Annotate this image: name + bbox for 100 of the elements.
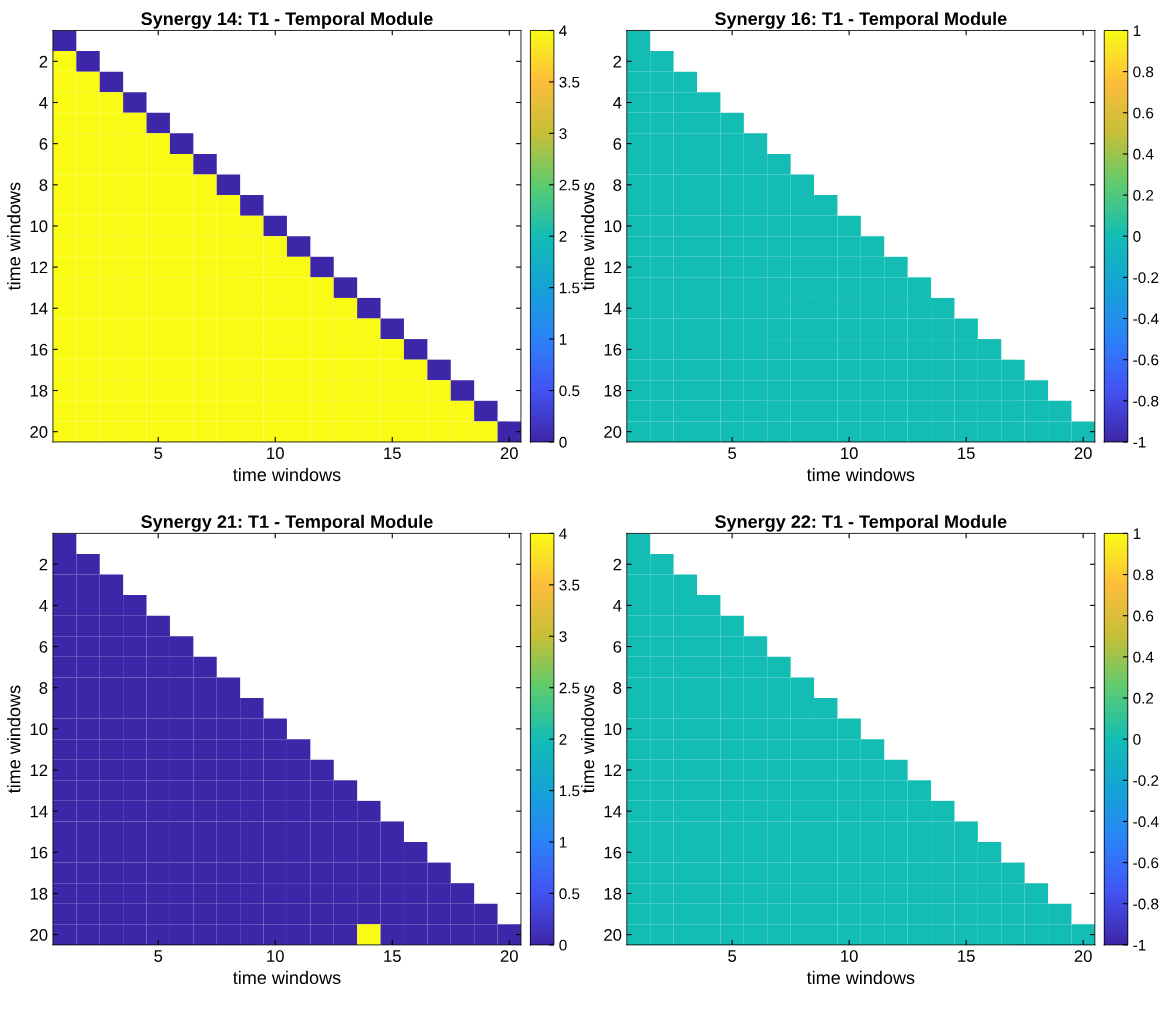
chart-title: Synergy 22: T1 - Temporal Module: [715, 514, 1007, 532]
color-bar-label: 0.4: [1133, 651, 1154, 663]
color-bar-label: 3.5: [559, 579, 580, 591]
color-bar-label: 0.8: [1133, 569, 1154, 581]
y-tick-label: 12: [30, 764, 48, 777]
color-bar-label: 0: [559, 436, 567, 448]
color-bar-label: 0.5: [559, 385, 580, 397]
color-bar-label: 1.5: [559, 282, 580, 294]
y-tick-label: 6: [39, 138, 48, 150]
y-tick-label: 10: [30, 220, 48, 233]
color-bar-label: 0: [1133, 231, 1141, 242]
x-tick-label: 10: [841, 447, 858, 460]
y-tick-label: 16: [30, 846, 48, 859]
color-bar-label: 0.6: [1133, 107, 1154, 119]
y-tick-label: 18: [30, 384, 48, 397]
y-tick-label: 8: [613, 682, 622, 694]
chart-title: Synergy 16: T1 - Temporal Module: [715, 11, 1007, 29]
y-axis-title: time windows: [581, 182, 595, 291]
color-bar-label: 3.5: [559, 76, 580, 88]
color-bar-label: 0: [1133, 734, 1141, 745]
y-tick-label: 12: [30, 261, 48, 274]
color-bar-label: -1: [1133, 939, 1146, 951]
x-axis-title: time windows: [806, 467, 915, 482]
y-tick-label: 4: [39, 97, 48, 109]
x-tick-label: 5: [154, 447, 163, 460]
y-tick-label: 20: [30, 928, 48, 941]
x-tick-label: 15: [958, 447, 975, 460]
y-tick-label: 10: [30, 723, 48, 736]
color-bar-label: 1: [559, 334, 567, 345]
y-tick-label: 18: [604, 887, 622, 900]
x-tick-label: 15: [384, 950, 401, 962]
y-tick-label: 18: [30, 887, 48, 900]
color-bar-label: -0.4: [1133, 313, 1159, 325]
y-tick-label: 4: [39, 599, 48, 612]
y-tick-label: 20: [604, 426, 622, 438]
y-axis-title: time windows: [7, 182, 21, 291]
color-bar-label: 2: [559, 231, 567, 242]
y-tick-label: 10: [604, 220, 622, 233]
y-axis-title: time windows: [7, 685, 21, 794]
color-bar-label: 2.5: [559, 179, 580, 191]
x-tick-label: 20: [500, 950, 518, 962]
y-tick-label: 16: [30, 343, 48, 356]
y-tick-label: 4: [613, 599, 622, 612]
color-bar-label: 0.2: [1133, 692, 1154, 704]
y-tick-label: 16: [604, 846, 622, 859]
x-tick-label: 20: [500, 447, 518, 460]
color-bar-label: 1: [1133, 25, 1141, 37]
color-bar-label: -1: [1133, 436, 1146, 448]
color-bar-label: 2.5: [559, 682, 580, 694]
y-tick-label: 2: [613, 558, 622, 571]
y-tick-label: 12: [604, 764, 622, 777]
y-tick-label: 20: [30, 426, 48, 438]
y-tick-label: 2: [39, 558, 48, 571]
color-bar-label: 4: [559, 528, 567, 539]
color-bar-label: 1: [1133, 528, 1141, 539]
color-bar-label: 0.2: [1133, 189, 1154, 201]
y-tick-label: 2: [39, 55, 48, 68]
color-bar-label: 1.5: [559, 785, 580, 797]
y-tick-label: 16: [604, 343, 622, 356]
y-tick-label: 14: [604, 302, 622, 315]
y-tick-label: 8: [39, 682, 48, 694]
y-tick-label: 10: [604, 723, 622, 736]
color-bar-label: 0.8: [1133, 66, 1154, 78]
y-tick-label: 18: [604, 384, 622, 397]
color-bar-label: -0.2: [1133, 775, 1159, 786]
y-tick-label: 20: [604, 928, 622, 941]
x-axis-title: time windows: [233, 467, 341, 482]
color-bar-label: 0: [559, 939, 567, 951]
x-tick-label: 10: [267, 950, 284, 962]
x-tick-label: 5: [728, 950, 737, 962]
y-tick-label: 12: [604, 261, 622, 274]
y-tick-label: 14: [604, 805, 622, 818]
color-bar-label: 1: [559, 837, 567, 848]
x-tick-label: 5: [728, 447, 737, 460]
y-tick-label: 14: [30, 805, 48, 818]
chart-title: Synergy 14: T1 - Temporal Module: [141, 11, 433, 29]
x-tick-label: 20: [1074, 950, 1092, 962]
color-bar-label: 0.4: [1133, 148, 1154, 160]
y-tick-label: 8: [39, 179, 48, 191]
color-bar-label: 4: [559, 25, 567, 37]
x-axis-title: time windows: [233, 970, 341, 985]
color-bar-label: -0.6: [1133, 857, 1159, 869]
x-axis-title: time windows: [806, 970, 915, 985]
color-bar-label: -0.2: [1133, 272, 1159, 284]
x-tick-label: 20: [1074, 447, 1092, 460]
color-bar-label: 0.6: [1133, 610, 1154, 622]
color-bar-label: -0.4: [1133, 816, 1159, 828]
color-bar-label: 3: [559, 631, 567, 642]
y-tick-label: 14: [30, 302, 48, 315]
color-bar-label: 3: [559, 128, 567, 140]
color-bar-label: 0.5: [559, 888, 580, 900]
x-tick-label: 10: [267, 447, 284, 460]
color-bar-label: 2: [559, 734, 567, 745]
x-tick-label: 15: [958, 950, 975, 962]
chart-title: Synergy 21: T1 - Temporal Module: [141, 514, 433, 532]
y-axis-title: time windows: [581, 685, 595, 794]
color-bar-label: -0.6: [1133, 354, 1159, 366]
y-tick-label: 2: [613, 55, 622, 68]
x-tick-label: 10: [841, 950, 858, 962]
y-tick-label: 6: [39, 640, 48, 653]
